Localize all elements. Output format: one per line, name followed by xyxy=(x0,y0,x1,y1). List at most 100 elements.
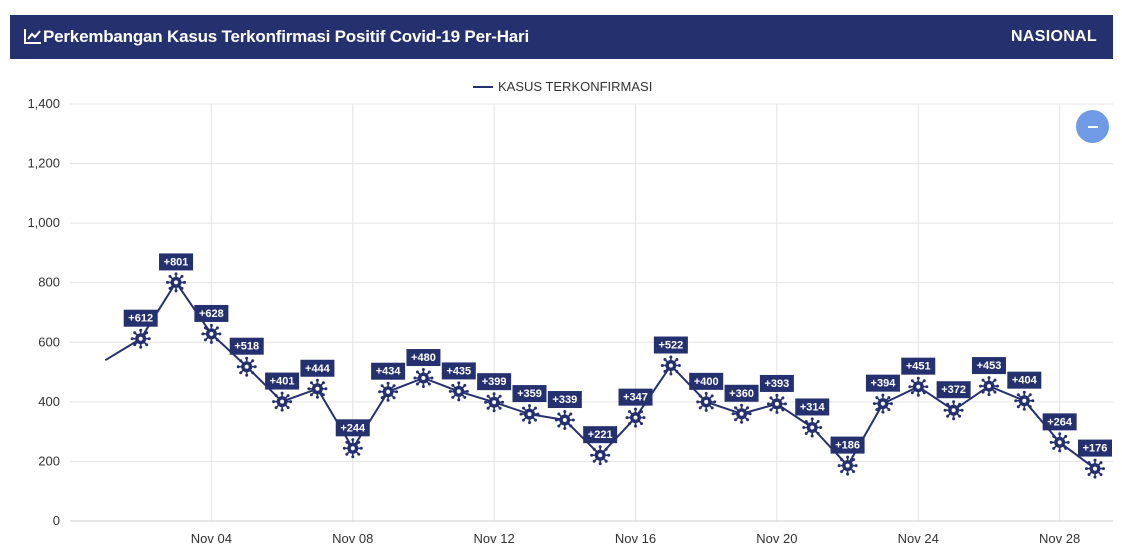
data-label-box xyxy=(830,436,865,454)
data-label-box xyxy=(371,362,406,380)
data-label: +360 xyxy=(729,388,754,400)
data-label: +359 xyxy=(517,388,542,400)
y-tick-label: 0 xyxy=(53,513,60,528)
virus-icon xyxy=(413,368,434,388)
data-label: +612 xyxy=(128,313,153,325)
data-label-box xyxy=(1078,439,1112,457)
data-label: +453 xyxy=(977,360,1002,372)
data-label: +244 xyxy=(340,422,366,434)
data-label: +434 xyxy=(376,366,402,378)
y-tick-label: 200 xyxy=(38,453,60,468)
virus-icon xyxy=(766,393,787,414)
data-label: +480 xyxy=(411,352,436,364)
zoom-out-button[interactable] xyxy=(1076,110,1109,143)
data-label-box xyxy=(229,337,264,355)
region-scope: NASIONAL xyxy=(1011,28,1097,45)
virus-icon xyxy=(554,410,575,430)
data-label-box xyxy=(441,362,476,380)
x-tick-label: Nov 28 xyxy=(1039,531,1080,546)
virus-icon xyxy=(590,445,611,466)
data-label: +451 xyxy=(906,361,931,373)
data-label-box xyxy=(406,349,441,367)
legend-label: KASUS TERKONFIRMASI xyxy=(498,79,652,94)
data-label: +399 xyxy=(482,376,507,388)
virus-icon xyxy=(130,328,151,349)
data-label: +522 xyxy=(658,340,683,352)
data-label-box xyxy=(971,357,1006,375)
virus-icon xyxy=(943,400,964,421)
data-label: +221 xyxy=(588,429,613,441)
data-label: +176 xyxy=(1083,443,1108,455)
data-label: +404 xyxy=(1012,375,1038,387)
data-label-box xyxy=(936,381,971,399)
data-label-box xyxy=(583,426,618,444)
y-tick-label: 1,000 xyxy=(27,215,60,230)
data-label-box xyxy=(724,384,759,402)
data-label-box xyxy=(335,419,370,437)
virus-icon xyxy=(696,391,717,412)
data-label-box xyxy=(689,372,724,390)
virus-icon xyxy=(307,378,328,399)
virus-icon xyxy=(201,323,222,344)
data-label-box xyxy=(618,388,653,406)
data-label: +401 xyxy=(270,376,295,388)
chart-header: Perkembangan Kasus Terkonfirmasi Positif… xyxy=(10,15,1113,59)
minus-icon xyxy=(1088,126,1098,128)
data-label-box xyxy=(547,391,582,409)
data-label: +347 xyxy=(623,392,648,404)
y-tick-label: 1,200 xyxy=(27,156,60,171)
virus-icon xyxy=(837,455,858,476)
y-tick-label: 600 xyxy=(38,334,60,349)
data-label-box xyxy=(759,374,794,392)
data-label: +394 xyxy=(871,378,897,390)
data-label-box xyxy=(795,398,830,416)
data-label-box xyxy=(512,385,547,403)
x-tick-label: Nov 12 xyxy=(474,531,515,546)
data-label-box xyxy=(1042,413,1077,431)
data-label: +264 xyxy=(1047,416,1073,428)
y-tick-label: 400 xyxy=(38,394,60,409)
data-label: +186 xyxy=(835,440,860,452)
data-label: +628 xyxy=(199,308,224,320)
data-label-box xyxy=(1007,371,1042,389)
virus-icon xyxy=(1049,432,1070,453)
virus-icon xyxy=(342,438,363,459)
virus-icon xyxy=(802,417,823,438)
virus-icon xyxy=(484,392,505,413)
data-label: +400 xyxy=(694,376,719,388)
y-tick-label: 1,400 xyxy=(27,96,60,111)
line-chart: 0 200 400 600 800 1,000 1,200 1,400 Nov 04 Nov 08… xyxy=(27,79,1113,546)
virus-icon xyxy=(519,404,540,425)
data-label: +801 xyxy=(164,256,189,268)
x-tick-label: Nov 20 xyxy=(756,531,797,546)
data-label: +518 xyxy=(234,341,259,353)
virus-icon xyxy=(1014,390,1035,411)
x-tick-label: Nov 08 xyxy=(332,531,373,546)
virus-icon xyxy=(872,393,893,414)
virus-icon xyxy=(448,381,469,402)
data-label: +339 xyxy=(552,394,577,406)
data-label: +372 xyxy=(941,384,966,396)
data-label-box xyxy=(653,336,688,354)
data-label-box xyxy=(265,372,300,390)
y-tick-label: 800 xyxy=(38,275,60,290)
virus-icon xyxy=(1085,458,1105,479)
x-tick-label: Nov 24 xyxy=(898,531,939,546)
x-tick-label: Nov 16 xyxy=(615,531,656,546)
line-chart-icon xyxy=(24,27,42,45)
data-label-box xyxy=(901,357,936,375)
chart-title: Perkembangan Kasus Terkonfirmasi Positif… xyxy=(43,27,529,46)
virus-icon xyxy=(908,376,929,397)
data-label-box xyxy=(865,374,900,392)
virus-icon xyxy=(378,381,399,402)
data-label-box xyxy=(477,373,512,391)
data-label-box xyxy=(300,359,335,377)
data-label-box xyxy=(159,253,194,271)
virus-icon xyxy=(236,356,257,377)
virus-icon xyxy=(625,407,646,428)
data-label-box xyxy=(194,304,229,322)
x-tick-label: Nov 04 xyxy=(191,531,232,546)
virus-icon xyxy=(979,376,999,397)
data-label: +444 xyxy=(305,363,331,375)
virus-icon xyxy=(166,272,186,293)
